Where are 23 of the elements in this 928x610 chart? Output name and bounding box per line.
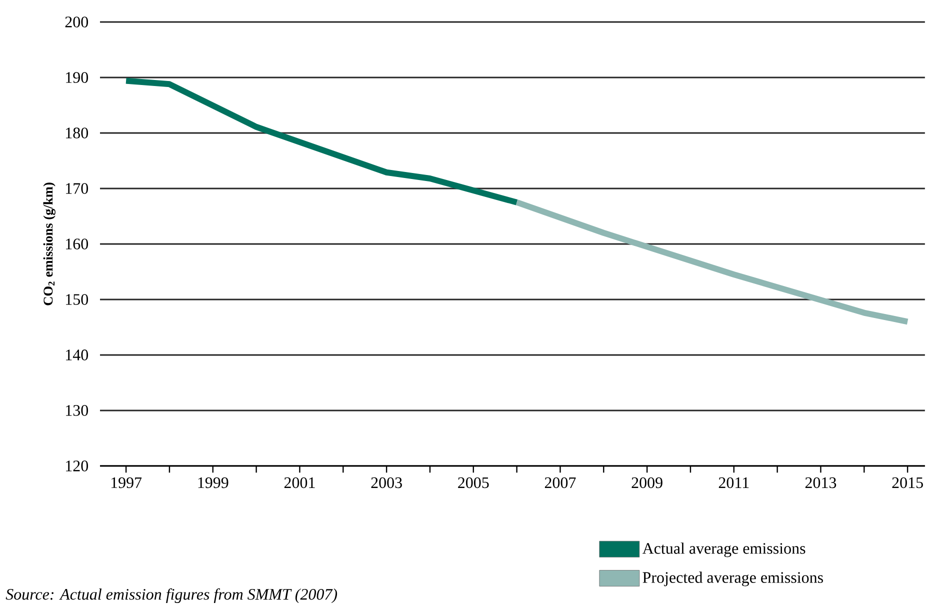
x-tick-label: 2003 bbox=[371, 477, 402, 488]
y-tick-label: 160 bbox=[66, 238, 88, 250]
y-tick-label: 180 bbox=[66, 128, 88, 138]
x-tick-label: 2007 bbox=[544, 477, 576, 488]
y-tick-label: 170 bbox=[66, 183, 88, 194]
x-tick-label: 2009 bbox=[632, 477, 662, 488]
source-note: Source: Actual emission figures from SMMT (2007) bbox=[6, 588, 338, 604]
legend-label: Actual average emissions bbox=[642, 542, 806, 558]
x-tick-label: 2001 bbox=[284, 477, 315, 488]
x-tick-label: 1999 bbox=[198, 477, 228, 488]
x-tick-label: 2013 bbox=[805, 477, 836, 488]
y-tick-label: 150 bbox=[66, 294, 88, 305]
y-tick-label: 190 bbox=[66, 72, 88, 83]
y-axis-title: CO$_{2}$ emissions (g/km) bbox=[43, 182, 56, 306]
x-tick-label: 2015 bbox=[892, 477, 923, 488]
y-tick-label: 200 bbox=[65, 16, 88, 28]
x-tick-label: 1997 bbox=[111, 477, 142, 488]
y-tick-label: 130 bbox=[66, 405, 88, 416]
legend-label: Projected average emissions bbox=[642, 572, 823, 586]
x-tick-label: 2005 bbox=[458, 477, 489, 488]
y-tick-label: 120 bbox=[66, 460, 88, 472]
y-tick-label: 140 bbox=[66, 350, 88, 360]
x-tick-label: 2011 bbox=[718, 477, 749, 488]
